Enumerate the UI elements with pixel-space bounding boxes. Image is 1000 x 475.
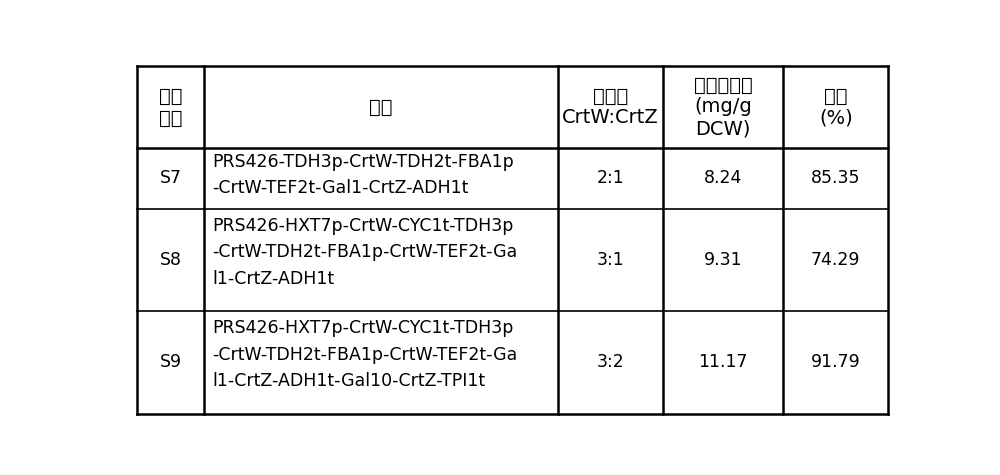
Text: 2:1: 2:1 (596, 169, 624, 187)
Text: S8: S8 (159, 251, 181, 269)
Text: PRS426-HXT7p-CrtW-CYC1t-TDH3p
-CrtW-TDH2t-FBA1p-CrtW-TEF2t-Ga
l1-CrtZ-ADH1t: PRS426-HXT7p-CrtW-CYC1t-TDH3p -CrtW-TDH2… (212, 217, 517, 287)
Text: PRS426-HXT7p-CrtW-CYC1t-TDH3p
-CrtW-TDH2t-FBA1p-CrtW-TEF2t-Ga
l1-CrtZ-ADH1t-Gal1: PRS426-HXT7p-CrtW-CYC1t-TDH3p -CrtW-TDH2… (212, 319, 517, 390)
Text: 3:2: 3:2 (596, 353, 624, 371)
Text: 拷贝数
CrtW:CrtZ: 拷贝数 CrtW:CrtZ (562, 86, 659, 127)
Text: 纯度
(%): 纯度 (%) (819, 86, 853, 127)
Text: S7: S7 (159, 169, 181, 187)
Text: 质粒: 质粒 (369, 97, 393, 116)
Text: 74.29: 74.29 (811, 251, 861, 269)
Text: PRS426-TDH3p-CrtW-TDH2t-FBA1p
-CrtW-TEF2t-Gal1-CrtZ-ADH1t: PRS426-TDH3p-CrtW-TDH2t-FBA1p -CrtW-TEF2… (212, 152, 514, 197)
Text: 3:1: 3:1 (596, 251, 624, 269)
Text: 虾青素产量
(mg/g
DCW): 虾青素产量 (mg/g DCW) (694, 76, 752, 139)
Text: 91.79: 91.79 (811, 353, 861, 371)
Text: S9: S9 (159, 353, 182, 371)
Text: 85.35: 85.35 (811, 169, 861, 187)
Text: 9.31: 9.31 (704, 251, 742, 269)
Text: 11.17: 11.17 (698, 353, 748, 371)
Text: 工程
菌株: 工程 菌株 (159, 86, 182, 127)
Text: 8.24: 8.24 (704, 169, 742, 187)
